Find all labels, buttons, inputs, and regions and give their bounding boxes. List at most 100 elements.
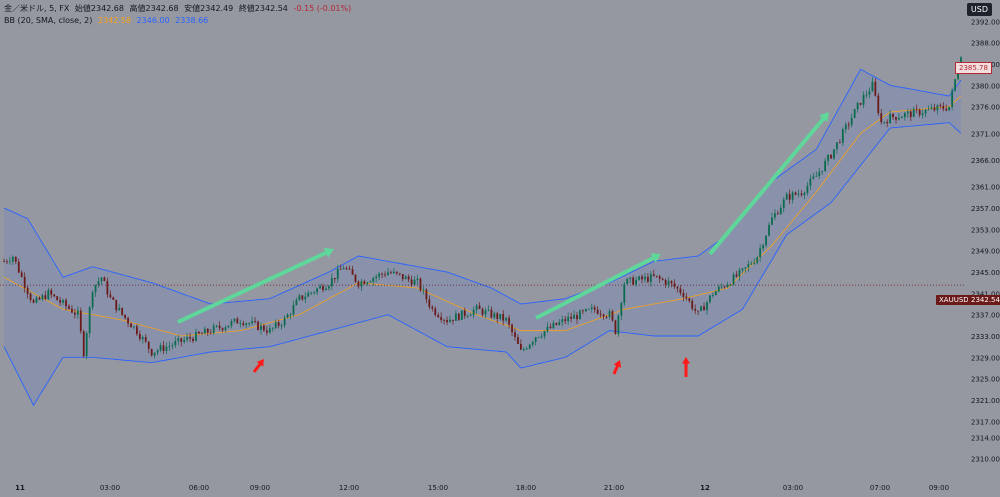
- candle-body: [26, 287, 29, 294]
- x-tick-label: 07:00: [870, 484, 890, 492]
- candle-body: [812, 176, 815, 179]
- candle-body: [830, 154, 832, 159]
- y-tick-label: 2337.00: [971, 312, 1000, 320]
- candle-body: [221, 328, 224, 330]
- candle-body: [304, 296, 307, 300]
- candle-body: [508, 317, 510, 325]
- candle-body: [141, 337, 144, 340]
- candle-body: [726, 284, 729, 288]
- candle-body: [9, 261, 11, 263]
- candle-body: [800, 193, 803, 196]
- candle-body: [283, 317, 286, 326]
- candle-body: [449, 319, 451, 323]
- candle-body: [939, 105, 942, 107]
- candle-body: [599, 313, 602, 315]
- currency-button[interactable]: USD: [966, 3, 992, 16]
- candle-body: [345, 268, 348, 270]
- candle-body: [957, 69, 959, 80]
- candle-body: [171, 345, 174, 347]
- candle-body: [230, 321, 233, 326]
- candle-body: [827, 154, 829, 161]
- candle-body: [136, 326, 138, 335]
- candle-body: [765, 235, 767, 246]
- candle-body: [484, 310, 487, 315]
- bb-lower-line: [3, 122, 962, 407]
- y-tick-label: 2310.00: [971, 456, 1000, 464]
- candle-body: [519, 344, 522, 350]
- candle-body: [248, 323, 251, 325]
- candle-body: [130, 323, 132, 328]
- candle-body: [460, 310, 463, 320]
- candle-body: [582, 310, 584, 312]
- candle-body: [638, 276, 640, 280]
- candle-body: [242, 323, 245, 326]
- candle-body: [886, 122, 889, 124]
- candle-body: [195, 331, 197, 341]
- x-tick-label: 21:00: [604, 484, 624, 492]
- candle-body: [635, 279, 637, 285]
- candle-body: [372, 278, 375, 282]
- legend-bb-row[interactable]: BB (20, SMA, close, 2) 2342.58 2346.00 2…: [4, 15, 354, 27]
- candle-body: [413, 279, 416, 285]
- candle-body: [779, 207, 782, 215]
- candle-body: [844, 124, 847, 130]
- candle-body: [198, 331, 200, 334]
- candle-body: [59, 300, 62, 303]
- candle-body: [183, 339, 186, 342]
- y-tick-label: 2380.00: [971, 82, 1000, 90]
- candle-body: [452, 319, 454, 321]
- candle-body: [555, 322, 558, 325]
- y-tick-label: 2349.00: [971, 248, 1000, 256]
- candle-body: [455, 313, 457, 321]
- candle-body: [138, 334, 141, 340]
- y-tick-label: 2321.00: [971, 397, 1000, 405]
- candle-body: [525, 348, 528, 350]
- y-tick-label: 2366.00: [971, 157, 1000, 165]
- candle-body: [209, 332, 212, 334]
- candle-body: [41, 295, 44, 300]
- y-tick-label: 2345.00: [971, 269, 1000, 277]
- candle-body: [841, 129, 844, 143]
- candle-body: [549, 326, 552, 328]
- candle-body: [782, 199, 785, 208]
- candle-body: [271, 327, 274, 329]
- candle-body: [260, 325, 262, 330]
- candle-body: [3, 261, 5, 263]
- candle-body: [381, 273, 383, 275]
- candle-body: [915, 108, 918, 110]
- candle-body: [73, 312, 76, 315]
- candle-body: [661, 278, 664, 280]
- candle-body: [776, 213, 779, 215]
- candle-body: [697, 310, 700, 312]
- candle-body: [124, 314, 127, 318]
- candle-body: [903, 113, 906, 117]
- y-tick-label: 2361.00: [971, 184, 1000, 192]
- legend-bb-upper: 2346.00: [136, 16, 170, 25]
- candle-body: [502, 314, 505, 321]
- legend-bb-lower: 2338.66: [175, 16, 209, 25]
- candle-body: [593, 307, 596, 310]
- legend-open: 始値2342.68: [74, 4, 124, 13]
- candle-body: [20, 272, 23, 277]
- candle-body: [898, 117, 900, 120]
- candle-body: [14, 256, 17, 262]
- candle-body: [632, 277, 635, 285]
- candle-body: [874, 81, 877, 96]
- candle-body: [590, 307, 593, 309]
- candle-body: [333, 278, 336, 280]
- candle-body: [206, 328, 209, 333]
- candle-body: [165, 346, 168, 351]
- candle-body: [357, 281, 360, 287]
- candle-body: [901, 116, 903, 118]
- candle-body: [906, 111, 909, 114]
- signal-arrow: [612, 360, 622, 375]
- candle-body: [29, 293, 32, 300]
- candle-body: [354, 274, 357, 282]
- y-tick-label: 2371.00: [971, 130, 1000, 138]
- candle-body: [425, 289, 428, 300]
- candle-body: [809, 178, 812, 186]
- candle-body: [623, 283, 626, 303]
- candle-body: [44, 295, 47, 300]
- candle-body: [948, 106, 951, 111]
